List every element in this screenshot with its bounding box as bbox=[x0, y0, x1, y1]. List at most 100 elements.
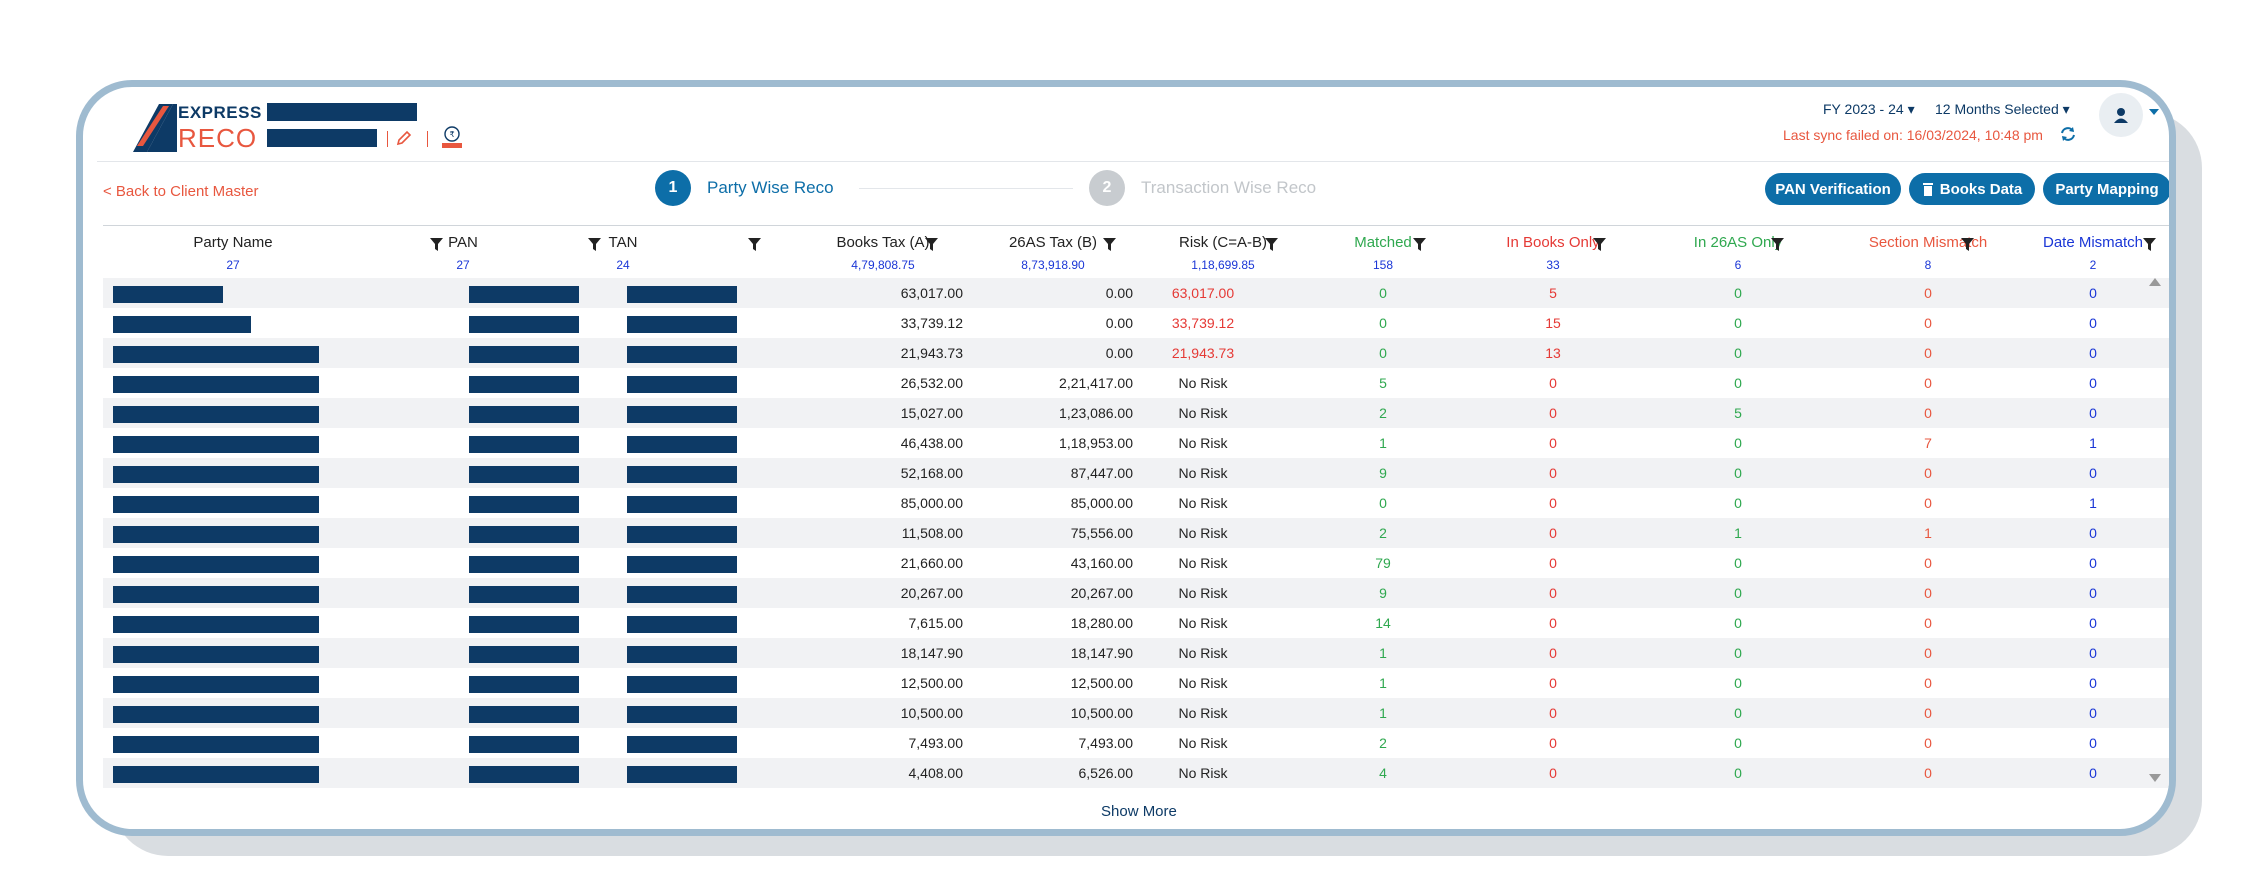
months-select[interactable]: 12 Months Selected ▾ bbox=[1935, 101, 2070, 117]
in-books-only-cell: 5 bbox=[1549, 285, 1557, 301]
column-header-party-name[interactable]: Party Name bbox=[193, 234, 273, 251]
filter-funnel-icon[interactable] bbox=[1961, 238, 1974, 251]
in-books-only-cell: 0 bbox=[1549, 405, 1557, 421]
in-26as-only-cell: 0 bbox=[1734, 555, 1742, 571]
edit-pencil-icon[interactable] bbox=[395, 129, 413, 147]
date-mismatch-cell: 0 bbox=[2089, 405, 2097, 421]
party-mapping-button[interactable]: Party Mapping bbox=[2043, 173, 2169, 205]
user-avatar[interactable] bbox=[2099, 93, 2143, 137]
party-name-redacted bbox=[113, 676, 319, 693]
filter-funnel-icon[interactable] bbox=[1771, 238, 1784, 251]
in-26as-only-cell: 0 bbox=[1734, 585, 1742, 601]
section-mismatch-cell: 0 bbox=[1924, 615, 1932, 631]
filter-funnel-icon[interactable] bbox=[588, 238, 601, 251]
risk-cell: 21,943.73 bbox=[1171, 345, 1235, 361]
26as-tax-cell: 0.00 bbox=[1105, 285, 1133, 301]
party-name-redacted bbox=[113, 616, 319, 633]
table-row[interactable]: 15,027.00 1,23,086.00 No Risk 2 0 5 0 0 bbox=[103, 398, 2169, 428]
table-row[interactable]: 46,438.00 1,18,953.00 No Risk 1 0 0 7 1 bbox=[103, 428, 2169, 458]
column-header-pan[interactable]: PAN bbox=[448, 234, 478, 251]
table-row[interactable]: 18,147.90 18,147.90 No Risk 1 0 0 0 0 bbox=[103, 638, 2169, 668]
pan-redacted bbox=[469, 706, 579, 723]
section-mismatch-cell: 0 bbox=[1924, 735, 1932, 751]
step-transaction-wise-reco[interactable]: 2 Transaction Wise Reco bbox=[1089, 170, 1316, 206]
matched-cell: 1 bbox=[1379, 705, 1387, 721]
date-mismatch-cell: 0 bbox=[2089, 375, 2097, 391]
section-mismatch-cell: 0 bbox=[1924, 495, 1932, 511]
tan-redacted bbox=[627, 316, 737, 333]
brand-name-line2: RECO bbox=[178, 123, 258, 153]
table-row[interactable]: 11,508.00 75,556.00 No Risk 2 0 1 1 0 bbox=[103, 518, 2169, 548]
table-row[interactable]: 20,267.00 20,267.00 No Risk 9 0 0 0 0 bbox=[103, 578, 2169, 608]
books-tax-cell: 52,168.00 bbox=[900, 465, 963, 481]
step-number: 2 bbox=[1089, 170, 1125, 206]
date-mismatch-cell: 0 bbox=[2089, 675, 2097, 691]
in-26as-only-cell: 1 bbox=[1734, 525, 1742, 541]
column-header-in-26as-only[interactable]: In 26AS Only bbox=[1693, 234, 1783, 251]
column-header-matched[interactable]: Matched bbox=[1354, 234, 1412, 251]
column-header-date-mismatch[interactable]: Date Mismatch bbox=[2042, 234, 2144, 251]
table-row[interactable]: 7,493.00 7,493.00 No Risk 2 0 0 0 0 bbox=[103, 728, 2169, 758]
in-books-only-cell: 13 bbox=[1545, 345, 1561, 361]
party-name-redacted bbox=[113, 556, 319, 573]
sync-refresh-icon[interactable] bbox=[2059, 125, 2077, 143]
risk-cell: No Risk bbox=[1178, 555, 1228, 571]
table-row[interactable]: 10,500.00 10,500.00 No Risk 1 0 0 0 0 bbox=[103, 698, 2169, 728]
filter-funnel-icon[interactable] bbox=[2143, 238, 2156, 251]
26as-tax-cell: 7,493.00 bbox=[1078, 735, 1134, 751]
section-mismatch-cell: 0 bbox=[1924, 765, 1932, 781]
table-row[interactable]: 12,500.00 12,500.00 No Risk 1 0 0 0 0 bbox=[103, 668, 2169, 698]
income-tax-dept-icon[interactable]: ₹ bbox=[439, 125, 465, 149]
table-row[interactable]: 21,660.00 43,160.00 No Risk 79 0 0 0 0 bbox=[103, 548, 2169, 578]
table-row[interactable]: 33,739.12 0.00 33,739.12 0 15 0 0 0 bbox=[103, 308, 2169, 338]
table-row[interactable]: 63,017.00 0.00 63,017.00 0 5 0 0 0 bbox=[103, 278, 2169, 308]
column-header-risk[interactable]: Risk (C=A-B) bbox=[1179, 234, 1267, 251]
step-party-wise-reco[interactable]: 1 Party Wise Reco bbox=[655, 170, 834, 206]
date-mismatch-cell: 0 bbox=[2089, 705, 2097, 721]
column-header-tan[interactable]: TAN bbox=[608, 234, 638, 251]
filter-funnel-icon[interactable] bbox=[1265, 238, 1278, 251]
filter-funnel-icon[interactable] bbox=[925, 238, 938, 251]
column-count-section-mismatch: 8 bbox=[1924, 258, 1932, 272]
books-tax-cell: 4,408.00 bbox=[908, 765, 964, 781]
pan-redacted bbox=[469, 496, 579, 513]
table-row[interactable]: 21,943.73 0.00 21,943.73 0 13 0 0 0 bbox=[103, 338, 2169, 368]
column-header-books-tax[interactable]: Books Tax (A) bbox=[836, 234, 930, 251]
filter-funnel-icon[interactable] bbox=[748, 238, 761, 251]
table-row[interactable]: 26,532.00 2,21,417.00 No Risk 5 0 0 0 0 bbox=[103, 368, 2169, 398]
party-name-redacted bbox=[113, 376, 319, 393]
filter-funnel-icon[interactable] bbox=[1413, 238, 1426, 251]
in-26as-only-cell: 0 bbox=[1734, 615, 1742, 631]
in-books-only-cell: 0 bbox=[1549, 375, 1557, 391]
books-data-button[interactable]: Books Data bbox=[1909, 173, 2035, 205]
table-row[interactable]: 52,168.00 87,447.00 No Risk 9 0 0 0 0 bbox=[103, 458, 2169, 488]
client-name-redacted bbox=[267, 103, 417, 121]
column-header-section-mismatch[interactable]: Section Mismatch bbox=[1868, 234, 1988, 251]
table-row[interactable]: 7,615.00 18,280.00 No Risk 14 0 0 0 0 bbox=[103, 608, 2169, 638]
26as-tax-cell: 75,556.00 bbox=[1070, 525, 1133, 541]
filter-funnel-icon[interactable] bbox=[1103, 238, 1116, 251]
column-count-tan: 24 bbox=[616, 258, 630, 272]
table-row[interactable]: 85,000.00 85,000.00 No Risk 0 0 0 0 1 bbox=[103, 488, 2169, 518]
in-books-only-cell: 0 bbox=[1549, 705, 1557, 721]
scroll-up-arrow-icon[interactable] bbox=[2149, 278, 2161, 286]
section-mismatch-cell: 7 bbox=[1924, 435, 1932, 451]
column-header-26as-tax[interactable]: 26AS Tax (B) bbox=[1008, 234, 1098, 251]
section-mismatch-cell: 0 bbox=[1924, 645, 1932, 661]
risk-cell: 63,017.00 bbox=[1171, 285, 1235, 301]
column-header-in-books-only[interactable]: In Books Only bbox=[1506, 234, 1600, 251]
filter-funnel-icon[interactable] bbox=[1593, 238, 1606, 251]
header-separator bbox=[427, 131, 428, 147]
26as-tax-cell: 43,160.00 bbox=[1070, 555, 1133, 571]
back-to-client-master-link[interactable]: < Back to Client Master bbox=[103, 183, 259, 200]
scroll-down-arrow-icon[interactable] bbox=[2149, 774, 2161, 782]
column-count-risk: 1,18,699.85 bbox=[1191, 258, 1255, 272]
chevron-down-icon[interactable] bbox=[2149, 109, 2159, 115]
table-row[interactable]: 4,408.00 6,526.00 No Risk 4 0 0 0 0 bbox=[103, 758, 2169, 788]
show-more-link[interactable]: Show More bbox=[1101, 803, 1177, 820]
fy-select[interactable]: FY 2023 - 24 ▾ bbox=[1823, 101, 1915, 117]
party-name-redacted bbox=[113, 586, 319, 603]
pan-verification-button[interactable]: PAN Verification bbox=[1765, 173, 1901, 205]
tan-redacted bbox=[627, 376, 737, 393]
filter-funnel-icon[interactable] bbox=[430, 238, 443, 251]
